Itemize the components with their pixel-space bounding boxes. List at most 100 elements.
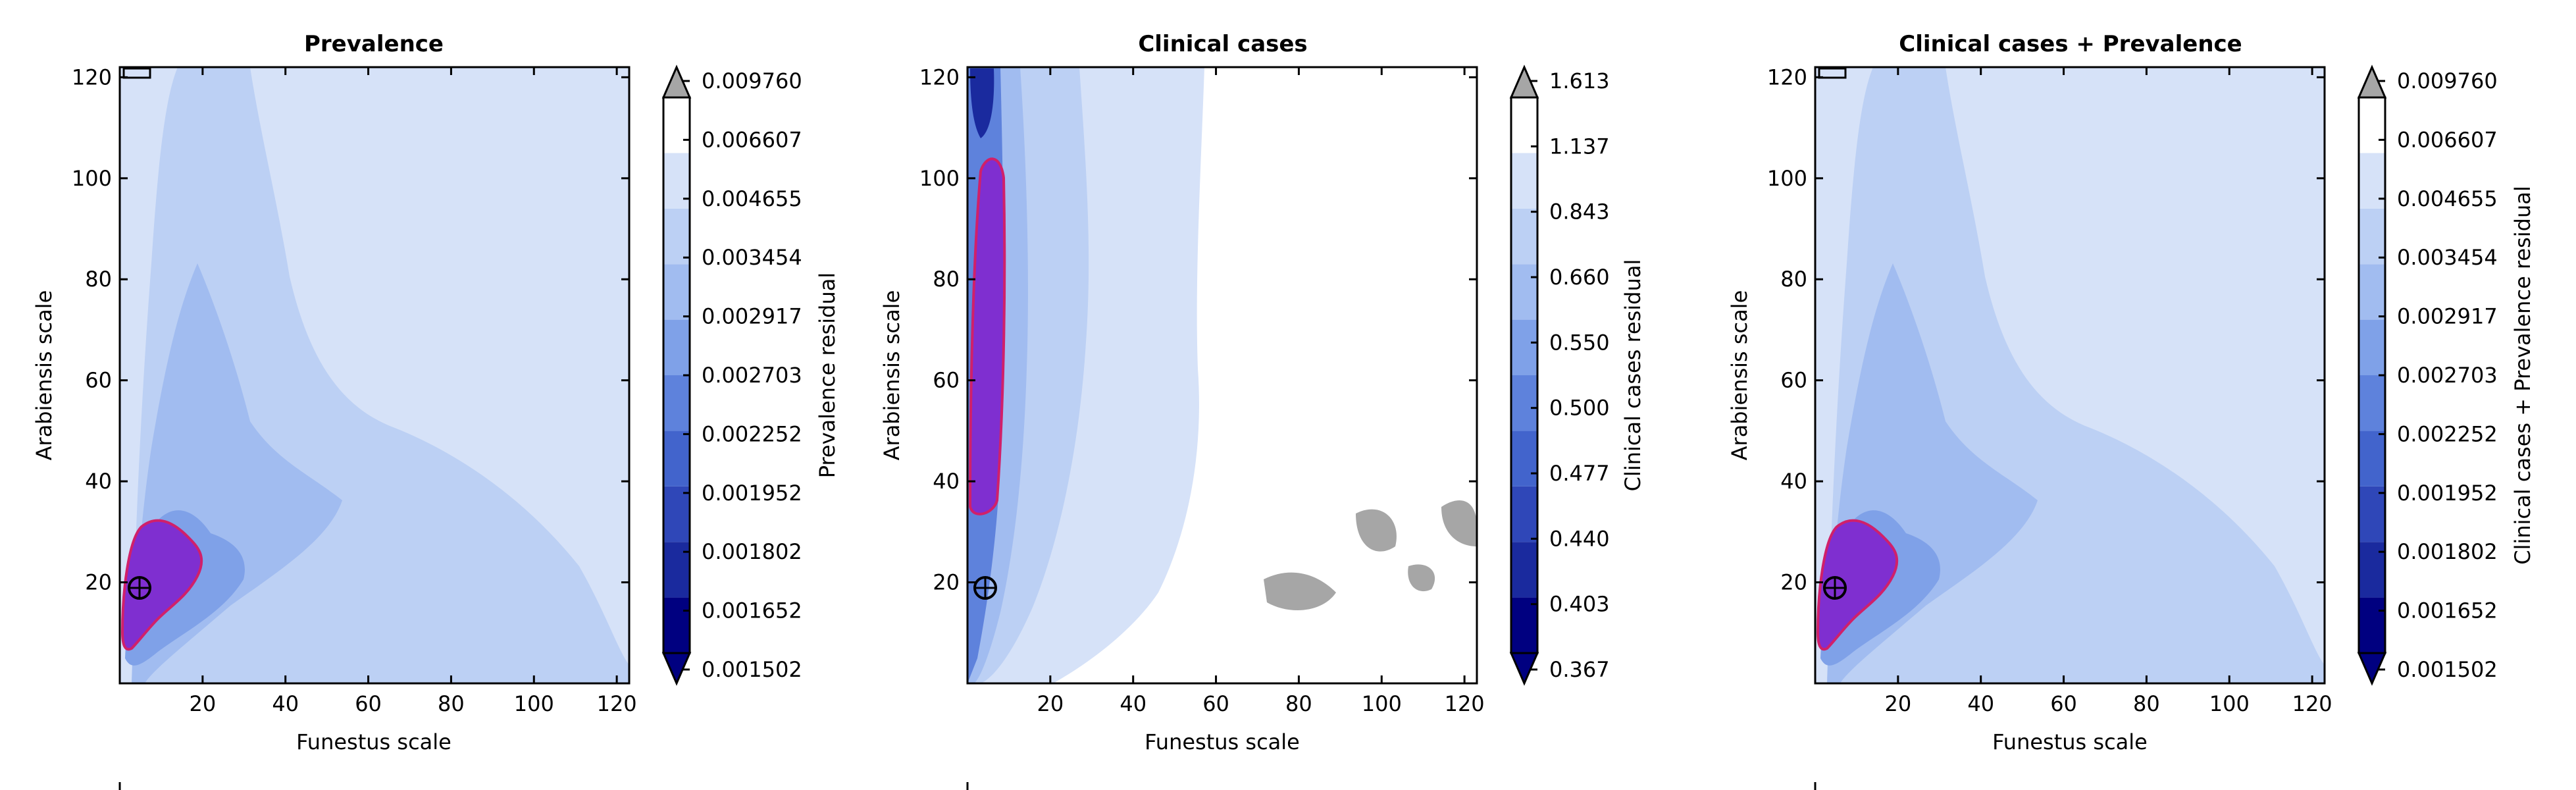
colorbar-tick-label: 0.001652 xyxy=(2397,598,2498,623)
x-tick-label: 60 xyxy=(1202,691,1229,716)
y-tick-label: 80 xyxy=(1780,267,1807,292)
colorbar-segment xyxy=(663,97,690,153)
colorbar-extend-over xyxy=(2357,65,2387,99)
contour-over-region-3 xyxy=(1441,500,1477,546)
x-ticks: 20 40 60 80 100 120 xyxy=(1037,67,1485,716)
colorbar-segment xyxy=(2359,153,2385,209)
colorbar-tick-label: 0.003454 xyxy=(702,245,802,270)
y-tick-label: 20 xyxy=(933,570,960,595)
colorbar-tick-label: 0.006607 xyxy=(2397,127,2498,152)
colorbar-frame xyxy=(1510,96,1539,654)
colorbar-segment xyxy=(2359,431,2385,487)
x-axis: 20 40 60 80 100 120 Funestus scale xyxy=(1884,67,2332,754)
colorbar-segment xyxy=(663,542,690,598)
y-tick-label: 80 xyxy=(85,267,112,292)
colorbar-label: Prevalence residual xyxy=(815,273,840,479)
plot-frame xyxy=(966,66,1478,685)
colorbar-tick-label: 0.500 xyxy=(1549,396,1610,421)
colorbar-tick-label: 0.004655 xyxy=(2397,186,2498,211)
x-axis-label: Funestus scale xyxy=(1992,729,2148,754)
plot-area xyxy=(1814,66,2326,685)
x-axis-label: Funestus scale xyxy=(296,729,451,754)
y-tick-label: 60 xyxy=(85,368,112,393)
x-tick-label: 120 xyxy=(1445,691,1485,716)
colorbar-tick-label: 0.009760 xyxy=(702,68,802,93)
colorbar-extend-under xyxy=(2357,652,2387,686)
colorbar-segment xyxy=(2359,264,2385,320)
colorbar-tick-label: 0.001802 xyxy=(702,539,802,564)
x-axis: 20 40 60 80 100 120 Funestus scale xyxy=(189,67,637,754)
colorbar-tick-label: 0.002252 xyxy=(702,421,802,446)
colorbar-tick-label: 0.006607 xyxy=(702,127,802,152)
colorbar-segment xyxy=(663,597,690,653)
colorbar-label: Clinical cases + Prevalence residual xyxy=(2510,186,2535,564)
y-tick-label: 60 xyxy=(1780,368,1807,393)
y-tick-label: 20 xyxy=(1780,570,1807,595)
x-tick-label: 20 xyxy=(1037,691,1064,716)
y-axis-label: Arabiensis scale xyxy=(32,290,57,461)
colorbar-tick-label: 0.440 xyxy=(1549,526,1610,551)
colorbar-tick-label: 0.367 xyxy=(1549,657,1610,682)
colorbar-label: Clinical cases residual xyxy=(1620,259,1645,492)
contour-best-region xyxy=(1816,519,1899,651)
x-tick-label: 40 xyxy=(1967,691,1994,716)
plot-area xyxy=(118,66,631,685)
contour-over-region-4 xyxy=(1408,564,1435,592)
colorbar-segment xyxy=(1511,375,1537,431)
colorbar: 0.001502 0.001652 0.001802 0.001952 0.002252… xyxy=(2357,65,2498,686)
colorbar-segment xyxy=(2359,375,2385,431)
x-axis-label: Funestus scale xyxy=(1145,729,1300,754)
y-tick-label: 100 xyxy=(72,166,112,191)
colorbar-tick-label: 0.001502 xyxy=(702,657,802,682)
y-ticks: 20 40 60 80 100 120 xyxy=(1767,65,2325,595)
colorbar-over-patch xyxy=(1818,67,1847,79)
y-axis: 20 40 60 80 100 120 Arabiensis scale xyxy=(32,65,629,595)
colorbar-segment xyxy=(663,486,690,542)
y-tick-label: 40 xyxy=(933,469,960,494)
colorbar-tick-label: 0.002917 xyxy=(702,304,802,329)
x-axis: 20 40 60 80 100 120 Funestus scale xyxy=(1037,67,1485,754)
colorbar-segment xyxy=(663,375,690,431)
panel-clinical-cases: Clinical cases 20 40 60 80 100 120 Funestus s… xyxy=(879,31,1645,754)
colorbar-segment xyxy=(663,319,690,375)
chart-title: Prevalence xyxy=(304,31,444,57)
colorbar-tick-label: 0.001952 xyxy=(702,481,802,506)
panel-prevalence: Prevalence 20 40 60 80 100 120 Funestus scale… xyxy=(32,31,840,754)
colorbar-segment xyxy=(663,431,690,487)
colorbar-segment xyxy=(2359,542,2385,598)
colorbar-segment xyxy=(1511,208,1537,265)
x-tick-label: 20 xyxy=(1884,691,1911,716)
colorbar-extend-over xyxy=(661,65,692,99)
contour-over-region-1 xyxy=(1264,572,1336,610)
plot-area xyxy=(966,66,1478,685)
x-tick-label: 60 xyxy=(2050,691,2077,716)
x-tick-label: 40 xyxy=(1120,691,1146,716)
x-tick-label: 60 xyxy=(355,691,382,716)
colorbar-tick-label: 0.550 xyxy=(1549,330,1610,355)
y-tick-label: 60 xyxy=(933,368,960,393)
x-tick-label: 100 xyxy=(1362,691,1402,716)
colorbar-tick-label: 0.009760 xyxy=(2397,68,2498,93)
colorbar-tick-label: 0.003454 xyxy=(2397,245,2498,270)
colorbar-segment xyxy=(1511,486,1537,542)
y-tick-label: 120 xyxy=(72,65,112,90)
x-tick-label: 20 xyxy=(189,691,216,716)
contour-low-region xyxy=(970,68,994,138)
y-tick-label: 80 xyxy=(933,267,960,292)
colorbar-tick-label: 0.403 xyxy=(1549,592,1610,617)
x-tick-label: 120 xyxy=(597,691,637,716)
colorbar-tick-label: 0.001652 xyxy=(702,598,802,623)
colorbar-tick-label: 1.613 xyxy=(1549,68,1610,93)
y-tick-label: 40 xyxy=(1780,469,1807,494)
colorbar-segment xyxy=(2359,97,2385,153)
colorbar-segment xyxy=(663,264,690,320)
colorbar-extend-under xyxy=(661,652,692,686)
x-tick-label: 100 xyxy=(514,691,554,716)
colorbar-extend-under xyxy=(1509,652,1539,686)
x-tick-label: 40 xyxy=(272,691,299,716)
colorbar-segment xyxy=(2359,208,2385,265)
y-tick-label: 120 xyxy=(919,65,960,90)
contour-best-region xyxy=(120,519,203,651)
colorbar-segment xyxy=(663,153,690,209)
